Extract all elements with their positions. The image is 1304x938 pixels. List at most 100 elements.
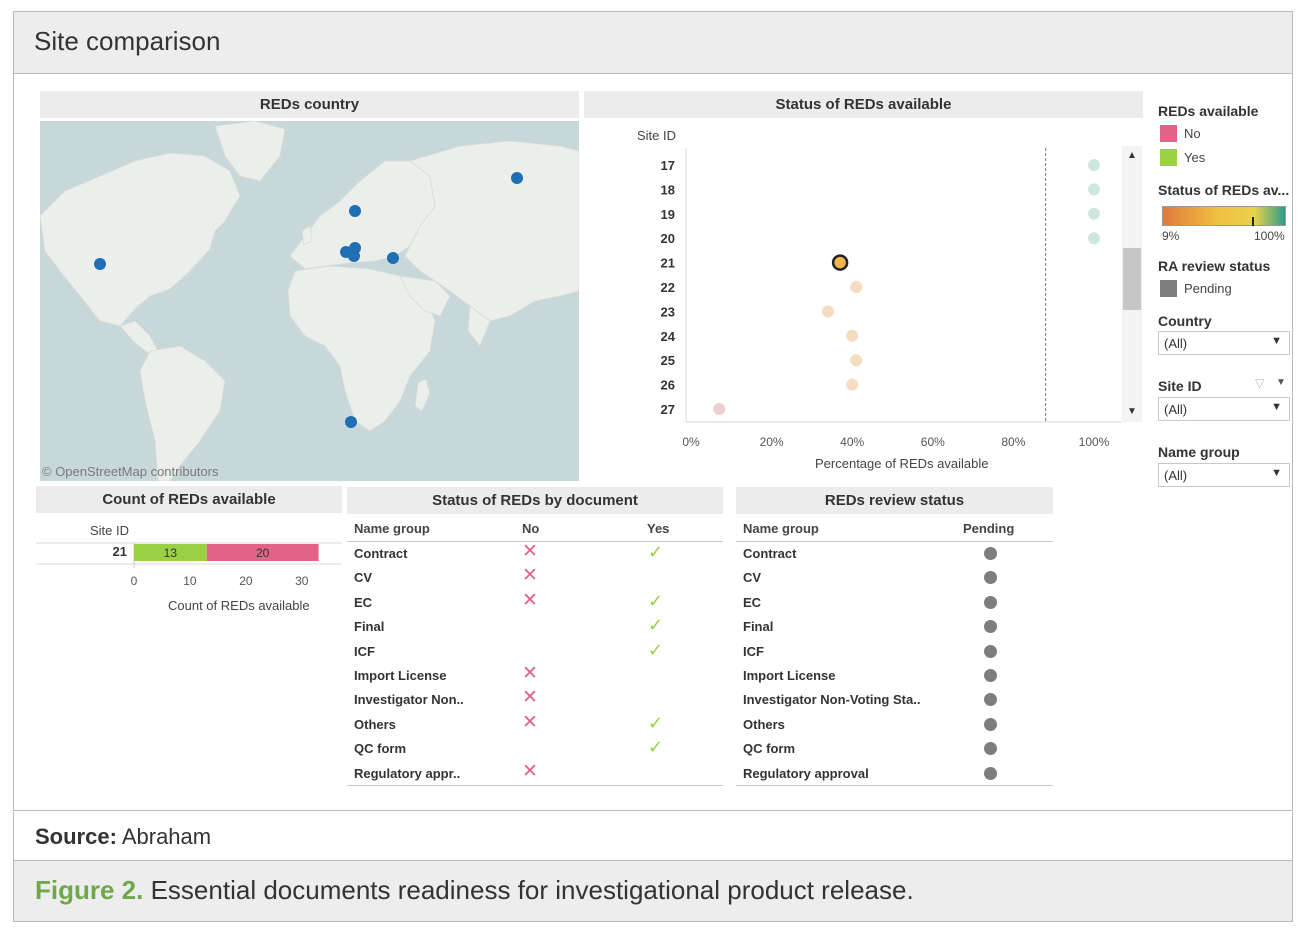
scatter-point: [822, 305, 835, 318]
x-mark-icon: ✕: [522, 687, 538, 709]
scatter-xlabel: Percentage of REDs available: [815, 456, 989, 471]
check-mark-icon: ✓: [648, 590, 664, 611]
legend-reds-available-title: REDs available: [1158, 103, 1259, 119]
pending-dot-icon: [984, 571, 997, 585]
scatter-site-label: 25: [661, 353, 675, 368]
map-points: [94, 172, 523, 428]
bar-category-label: 21: [113, 544, 127, 559]
dashboard-title: Site comparison: [34, 26, 221, 56]
bar-segment: [206, 544, 319, 561]
status-scatter-chart[interactable]: 0% 20% 40% 60% 80% 100% 17 18 19 20 21 22 23 24 25 26 27: [584, 140, 1144, 480]
scatter-site-label: 22: [661, 280, 675, 295]
review-table-row-name: Contract: [743, 546, 797, 561]
filter-site-dropdown[interactable]: (All) ▼: [1158, 397, 1290, 421]
filter-name-group-value: (All): [1164, 468, 1188, 483]
doc-table-row-name: Contract: [354, 546, 408, 561]
source-value: Abraham: [121, 824, 212, 849]
doc-table-row-name: ICF: [354, 643, 375, 659]
scatter-x-tick: 40%: [840, 435, 864, 449]
status-ramp-min: 9%: [1162, 229, 1180, 243]
land-india: [467, 305, 491, 347]
pending-dot-icon: [984, 595, 997, 609]
scatter-ylabel: Site ID: [637, 128, 677, 143]
doc-table-row-name: Others: [354, 716, 396, 732]
doc-table-row-name: Final: [354, 619, 385, 635]
filter-funnel-icon[interactable]: ▽: [1255, 376, 1265, 390]
world-map: [40, 121, 579, 481]
x-mark-icon: ✕: [522, 565, 538, 587]
filter-country-dropdown[interactable]: (All) ▼: [1158, 331, 1290, 355]
pending-dot-icon: [984, 693, 997, 707]
source-bar: Source: Abraham: [13, 812, 1293, 861]
land-north-america: [40, 152, 241, 327]
x-mark-icon: ✕: [522, 663, 538, 684]
review-table-row-name: Import License: [743, 668, 836, 683]
pending-dot-icon: [984, 742, 997, 756]
doc-table-row-name: Import License: [354, 668, 447, 683]
bar-data-label: 13: [164, 546, 178, 560]
map-point-southeast-europe: [348, 250, 360, 262]
filter-name-group-label: Name group: [1158, 444, 1240, 460]
doc-table-row-name: QC form: [354, 741, 406, 757]
scatter-point: [850, 354, 863, 367]
chevron-down-icon: ▼: [1271, 401, 1282, 413]
review-table-row-name: ICF: [743, 643, 764, 659]
reds-country-map[interactable]: © OpenStreetMap contributors: [40, 121, 579, 481]
scroll-down-icon[interactable]: ▼: [1127, 406, 1137, 417]
bar-x-tick: 10: [183, 574, 197, 588]
scatter-site-label: 23: [661, 304, 675, 319]
land-madagascar: [414, 378, 431, 412]
bar-xlabel: Count of REDs available: [168, 598, 310, 613]
review-table-row-name: Final: [743, 619, 774, 635]
check-mark-icon: ✓: [648, 639, 664, 660]
review-table-bottom-rule: [736, 785, 1053, 786]
x-mark-icon: ✕: [522, 711, 538, 733]
land-greenland: [214, 121, 286, 182]
legend-yes-label: Yes: [1184, 150, 1206, 165]
review-table-row-name: QC form: [743, 741, 795, 757]
doc-table-title: Status of REDs by document: [347, 487, 723, 514]
review-table-title: REDs review status: [736, 487, 1053, 514]
scatter-x-tick: 20%: [760, 435, 784, 449]
scatter-scrollbar[interactable]: ▲ ▼: [1122, 146, 1142, 422]
review-table-row-name: CV: [743, 570, 762, 586]
title-bar: Site comparison: [14, 12, 1292, 74]
bar-ylabel: Site ID: [90, 523, 130, 538]
map-point-russia-east: [511, 172, 523, 184]
legend-pending-swatch: [1160, 280, 1177, 297]
figure-caption: Essential documents readiness for invest…: [150, 875, 914, 905]
review-table-header-rule: [736, 541, 1053, 542]
map-credit: © OpenStreetMap contributors: [42, 464, 219, 479]
doc-table-row-name: Investigator Non..: [354, 692, 464, 708]
check-mark-icon: ✓: [648, 615, 664, 636]
land-arabia: [399, 275, 451, 317]
land-central-america: [119, 320, 159, 354]
legend-status-title: Status of REDs av...: [1158, 182, 1290, 198]
bar-panel-title: Count of REDs available: [36, 486, 342, 513]
scatter-point: [1088, 207, 1100, 220]
check-mark-icon: ✓: [648, 542, 664, 562]
filter-menu-icon[interactable]: ▼: [1276, 377, 1286, 388]
x-mark-icon: ✕: [522, 760, 538, 782]
scroll-up-icon[interactable]: ▲: [1127, 150, 1137, 161]
count-bar-chart[interactable]: 21 13 20 0 10 20 30: [36, 538, 342, 598]
filter-site-value: (All): [1164, 402, 1188, 417]
scatter-point: [1088, 232, 1100, 245]
chevron-down-icon: ▼: [1271, 467, 1282, 479]
pending-dot-icon: [984, 669, 997, 682]
doc-table-bottom-rule: [347, 785, 723, 786]
map-point-south-africa: [345, 416, 357, 428]
legend-ra-title: RA review status: [1158, 258, 1271, 274]
doc-table-header: Yes: [647, 521, 670, 536]
check-mark-icon: ✓: [648, 712, 664, 733]
doc-table-header-rule: [347, 541, 723, 542]
filter-name-group-dropdown[interactable]: (All) ▼: [1158, 463, 1290, 487]
doc-table-row-name: EC: [354, 594, 373, 610]
x-mark-icon: ✕: [522, 589, 538, 611]
doc-table-header: Name group: [354, 521, 430, 536]
pending-dot-icon: [984, 620, 997, 634]
scrollbar-thumb[interactable]: [1123, 248, 1141, 310]
scatter-point: [850, 281, 863, 293]
map-point-scandinavia: [349, 205, 361, 217]
review-table-row-name: Investigator Non-Voting Sta..: [743, 692, 921, 708]
